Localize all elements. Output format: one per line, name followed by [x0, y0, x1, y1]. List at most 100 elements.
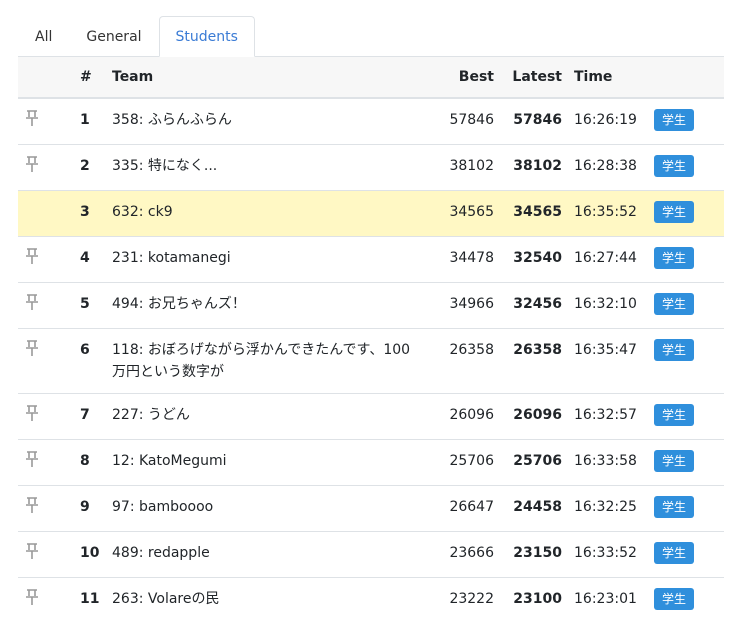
badge: 学生 — [654, 450, 694, 472]
team: 231: kotamanegi — [106, 237, 428, 283]
team: 632: ck9 — [106, 191, 428, 237]
best: 34565 — [428, 191, 500, 237]
header-row: # Team Best Latest Time — [18, 57, 724, 98]
tab[interactable]: Students — [159, 16, 255, 57]
rank: 7 — [74, 394, 106, 440]
pin-cell — [18, 486, 74, 532]
latest: 57846 — [500, 98, 568, 145]
rank: 1 — [74, 98, 106, 145]
time: 16:32:57 — [568, 394, 648, 440]
rank: 5 — [74, 283, 106, 329]
time: 16:28:38 — [568, 145, 648, 191]
tab[interactable]: All — [18, 16, 69, 56]
time: 16:35:47 — [568, 329, 648, 394]
pin-icon[interactable] — [24, 247, 40, 265]
pin-icon[interactable] — [24, 450, 40, 468]
tab[interactable]: General — [69, 16, 158, 56]
latest: 24458 — [500, 486, 568, 532]
team: 335: 特になく... — [106, 145, 428, 191]
header-cell: Time — [568, 57, 648, 98]
time: 16:35:52 — [568, 191, 648, 237]
badge-cell: 学生 — [648, 329, 724, 394]
pin-cell — [18, 145, 74, 191]
pin-icon[interactable] — [24, 496, 40, 514]
header-cell: Best — [428, 57, 500, 98]
header-cell: Team — [106, 57, 428, 98]
latest: 25706 — [500, 440, 568, 486]
pin-icon[interactable] — [24, 293, 40, 311]
pin-cell — [18, 394, 74, 440]
rank: 9 — [74, 486, 106, 532]
pin-header — [18, 57, 74, 98]
team: 118: おぼろげながら浮かんできたんです、100万円という数字が — [106, 329, 428, 394]
best: 34478 — [428, 237, 500, 283]
latest: 23100 — [500, 578, 568, 623]
badge-cell: 学生 — [648, 98, 724, 145]
time: 16:33:58 — [568, 440, 648, 486]
badge-cell: 学生 — [648, 237, 724, 283]
team: 227: うどん — [106, 394, 428, 440]
badge: 学生 — [654, 293, 694, 315]
pin-cell — [18, 578, 74, 623]
best: 26096 — [428, 394, 500, 440]
best: 23222 — [428, 578, 500, 623]
pin-cell — [18, 283, 74, 329]
pin-icon[interactable] — [24, 404, 40, 422]
badge: 学生 — [654, 404, 694, 426]
header-cell: Latest — [500, 57, 568, 98]
latest: 32456 — [500, 283, 568, 329]
header-cell: # — [74, 57, 106, 98]
badge: 学生 — [654, 496, 694, 518]
pin-icon[interactable] — [24, 588, 40, 606]
rank: 2 — [74, 145, 106, 191]
team: 97: bamboooo — [106, 486, 428, 532]
best: 26647 — [428, 486, 500, 532]
pin-cell — [18, 440, 74, 486]
badge-cell: 学生 — [648, 532, 724, 578]
rank: 8 — [74, 440, 106, 486]
best: 38102 — [428, 145, 500, 191]
pin-icon[interactable] — [24, 542, 40, 560]
pin-cell — [18, 237, 74, 283]
best: 25706 — [428, 440, 500, 486]
rank: 4 — [74, 237, 106, 283]
badge-cell: 学生 — [648, 394, 724, 440]
badge: 学生 — [654, 247, 694, 269]
pin-cell — [18, 532, 74, 578]
best: 23666 — [428, 532, 500, 578]
badge-cell: 学生 — [648, 145, 724, 191]
time: 16:32:10 — [568, 283, 648, 329]
badge-cell: 学生 — [648, 486, 724, 532]
best: 26358 — [428, 329, 500, 394]
badge: 学生 — [654, 542, 694, 564]
badge: 学生 — [654, 339, 694, 361]
pin-icon[interactable] — [24, 109, 40, 127]
rank: 10 — [74, 532, 106, 578]
badge: 学生 — [654, 201, 694, 223]
latest: 26358 — [500, 329, 568, 394]
time: 16:23:01 — [568, 578, 648, 623]
pin-icon[interactable] — [24, 155, 40, 173]
latest: 32540 — [500, 237, 568, 283]
badge: 学生 — [654, 109, 694, 131]
latest: 23150 — [500, 532, 568, 578]
pin-icon[interactable] — [24, 339, 40, 357]
team: 358: ふらんふらん — [106, 98, 428, 145]
team: 494: お兄ちゃんズ！ — [106, 283, 428, 329]
badge-cell: 学生 — [648, 578, 724, 623]
badge: 学生 — [654, 155, 694, 177]
team: 489: redapple — [106, 532, 428, 578]
badge-cell: 学生 — [648, 191, 724, 237]
latest: 26096 — [500, 394, 568, 440]
team: 12: KatoMegumi — [106, 440, 428, 486]
